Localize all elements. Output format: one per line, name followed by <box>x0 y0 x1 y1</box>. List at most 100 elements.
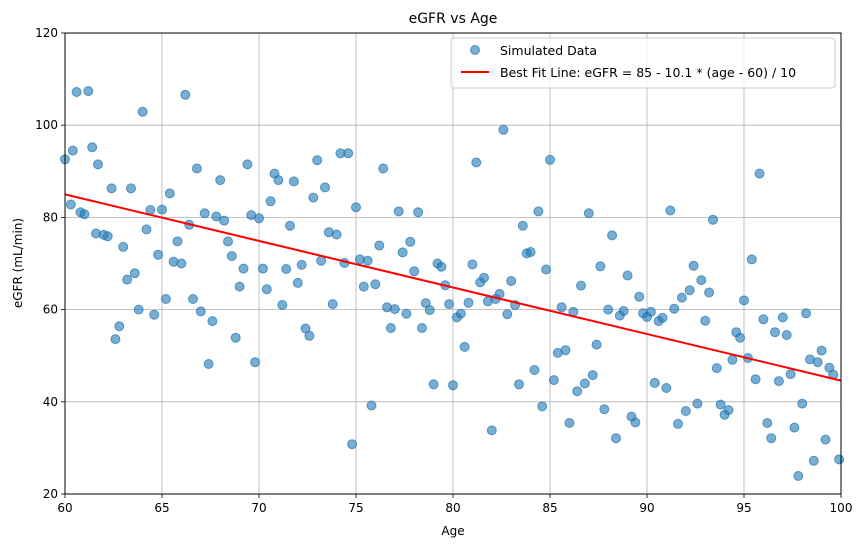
data-point <box>401 308 412 319</box>
data-point <box>114 321 125 332</box>
legend-marker-scatter <box>470 45 480 55</box>
x-tick-label: 85 <box>542 501 557 515</box>
data-point <box>308 192 319 203</box>
data-point <box>607 230 618 241</box>
data-point <box>715 399 726 410</box>
data-point <box>583 208 594 219</box>
data-point <box>211 211 222 222</box>
data-point <box>479 272 489 283</box>
data-point <box>708 214 718 225</box>
data-point <box>219 215 230 226</box>
x-tick-label: 65 <box>154 501 169 515</box>
data-point <box>343 148 354 159</box>
data-point <box>502 309 513 320</box>
data-point <box>816 345 827 356</box>
data-point <box>611 433 621 444</box>
data-point <box>238 263 249 274</box>
data-point <box>486 425 497 436</box>
data-point <box>172 236 183 247</box>
best-fit-line <box>64 193 842 382</box>
data-point <box>250 357 261 368</box>
data-point <box>122 274 133 285</box>
data-point <box>188 294 198 304</box>
y-tick-label: 100 <box>35 118 58 132</box>
data-point <box>153 249 164 260</box>
y-tick-label: 120 <box>35 26 58 40</box>
y-axis-label: eGFR (mL/min) <box>11 218 25 308</box>
data-point <box>591 339 602 350</box>
data-point <box>304 330 315 341</box>
data-point <box>273 175 284 186</box>
data-point <box>587 370 598 381</box>
legend: Simulated Data Best Fit Line: eGFR = 85 … <box>450 37 836 89</box>
data-point <box>436 261 447 272</box>
data-point <box>137 106 148 117</box>
fit-line-series <box>64 193 842 382</box>
x-tick-label: 100 <box>830 501 853 515</box>
data-point <box>257 263 268 274</box>
data-point <box>793 471 804 481</box>
data-point <box>797 398 808 409</box>
data-point <box>459 341 470 352</box>
data-point <box>351 202 361 213</box>
data-point <box>180 89 191 100</box>
data-point <box>556 302 567 313</box>
x-axis-label: Age <box>441 524 464 538</box>
data-point <box>226 251 237 262</box>
data-point <box>630 417 641 428</box>
x-tick-label: 70 <box>251 501 266 515</box>
data-point <box>79 209 90 220</box>
data-point <box>110 334 121 345</box>
data-point <box>409 266 420 277</box>
data-point <box>405 236 416 247</box>
data-point <box>455 308 466 319</box>
data-point <box>669 303 680 314</box>
data-point <box>288 176 299 187</box>
data-point <box>711 363 722 374</box>
data-point <box>649 377 660 388</box>
data-point <box>370 279 381 290</box>
data-point <box>548 375 559 386</box>
data-point <box>680 406 691 416</box>
data-point <box>71 87 82 97</box>
data-point <box>428 379 439 390</box>
data-point <box>320 182 330 193</box>
data-point <box>67 145 78 156</box>
data-point <box>723 405 734 416</box>
data-point <box>657 312 668 323</box>
data-point <box>385 323 396 333</box>
data-point <box>378 163 389 174</box>
data-point <box>347 439 358 450</box>
x-tick-label: 80 <box>445 501 460 515</box>
data-point <box>261 284 272 295</box>
data-point <box>467 259 478 270</box>
data-point <box>281 264 292 274</box>
data-point <box>618 306 629 316</box>
data-point <box>564 418 575 428</box>
data-point <box>234 281 245 292</box>
data-point <box>533 206 544 217</box>
data-point <box>207 316 218 327</box>
y-tick-label: 40 <box>43 395 58 409</box>
data-point <box>746 254 757 265</box>
data-point <box>393 206 404 217</box>
x-tick-label: 75 <box>348 501 363 515</box>
data-point <box>126 183 136 194</box>
data-point <box>389 304 400 315</box>
legend-label-scatter: Simulated Data <box>500 43 597 58</box>
data-point <box>296 259 307 270</box>
data-point <box>463 297 474 308</box>
data-point <box>789 422 800 433</box>
data-point <box>735 332 746 343</box>
legend-box <box>450 37 836 89</box>
data-point <box>603 304 614 315</box>
data-point <box>164 188 175 199</box>
data-point <box>541 264 552 275</box>
data-point <box>579 378 590 389</box>
data-point <box>199 208 210 219</box>
data-point <box>397 247 408 258</box>
data-point <box>292 277 303 288</box>
data-point <box>622 270 633 281</box>
data-point <box>362 255 373 266</box>
data-point <box>471 157 482 168</box>
